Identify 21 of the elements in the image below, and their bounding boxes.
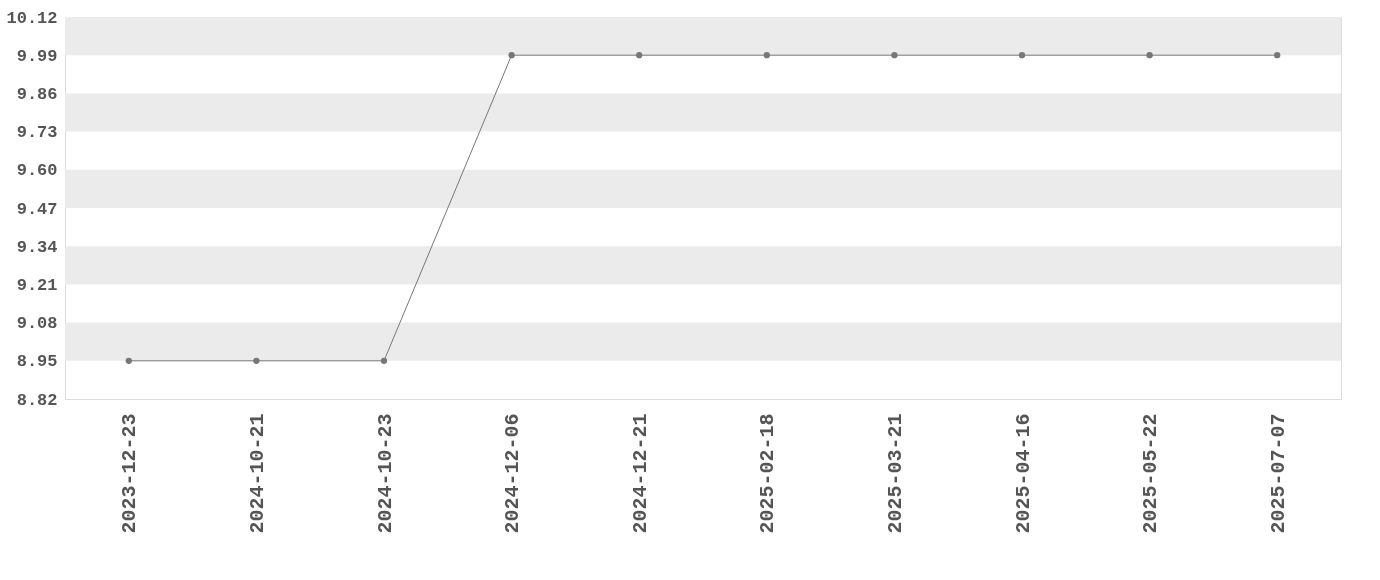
x-tick-label: 2025-07-07 <box>1266 413 1290 534</box>
x-tick-label: 2024-10-23 <box>373 413 397 534</box>
y-tick-label: 10.12 <box>6 8 58 28</box>
y-tick-label: 9.86 <box>16 84 58 104</box>
y-tick-label: 9.60 <box>16 161 58 181</box>
y-tick-label: 9.73 <box>16 123 58 143</box>
y-tick-label: 9.21 <box>16 275 58 295</box>
x-tick-label: 2024-12-21 <box>628 413 652 534</box>
x-tick-label: 2025-02-18 <box>756 413 780 534</box>
y-tick-label: 8.95 <box>16 352 58 372</box>
y-tick-label: 9.47 <box>16 199 58 219</box>
x-tick-label: 2024-10-21 <box>245 413 269 534</box>
y-tick-label: 9.08 <box>16 314 58 334</box>
y-tick-label: 8.82 <box>16 390 58 410</box>
x-tick-label: 2025-04-16 <box>1011 413 1035 534</box>
x-tick-label: 2025-03-21 <box>883 413 907 534</box>
x-tick-label: 2023-12-23 <box>118 413 142 534</box>
y-tick-label: 9.99 <box>16 46 58 66</box>
x-tick-label: 2024-12-06 <box>501 413 525 534</box>
y-tick-label: 9.34 <box>16 237 58 257</box>
x-tick-label: 2025-05-22 <box>1139 413 1163 534</box>
